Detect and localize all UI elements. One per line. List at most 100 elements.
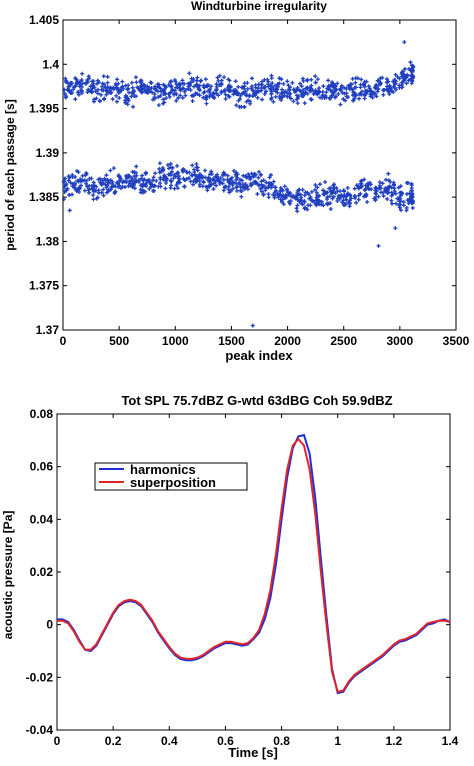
scatter-point bbox=[197, 88, 202, 93]
y-tick-label: 0 bbox=[46, 618, 53, 632]
scatter-point bbox=[84, 80, 89, 85]
scatter-point bbox=[243, 186, 248, 191]
scatter-point bbox=[201, 95, 206, 100]
scatter-point bbox=[75, 81, 80, 86]
scatter-point bbox=[229, 175, 234, 180]
scatter-point bbox=[117, 96, 122, 101]
scatter-point bbox=[243, 89, 248, 94]
scatter-point bbox=[190, 99, 195, 104]
scatter-point bbox=[64, 78, 69, 83]
scatter-point bbox=[110, 179, 115, 184]
scatter-point bbox=[187, 71, 192, 76]
scatter-point bbox=[234, 103, 239, 108]
scatter-point bbox=[264, 180, 269, 185]
scatter-point bbox=[326, 78, 331, 83]
scatter-point bbox=[278, 189, 283, 194]
scatter-point bbox=[214, 82, 219, 87]
scatter-point bbox=[271, 179, 276, 184]
scatter-point bbox=[372, 85, 377, 90]
scatter-point bbox=[280, 91, 285, 96]
scatter-point bbox=[73, 84, 78, 89]
scatter-point bbox=[385, 188, 390, 193]
scatter-point bbox=[342, 189, 347, 194]
line-chart: Tot SPL 75.7dBZ G-wtd 63dBG Coh 59.9dBZ … bbox=[1, 393, 459, 760]
y-tick-label: 0.06 bbox=[30, 460, 54, 474]
scatter-point bbox=[184, 177, 189, 182]
scatter-point bbox=[398, 202, 403, 207]
scatter-point bbox=[402, 72, 407, 77]
scatter-point bbox=[309, 77, 314, 82]
scatter-point bbox=[130, 91, 135, 96]
scatter-point bbox=[94, 184, 99, 189]
scatter-point bbox=[147, 88, 152, 93]
scatter-point bbox=[156, 95, 161, 100]
scatter-point bbox=[73, 187, 78, 192]
scatter-point bbox=[169, 84, 174, 89]
y-axis-label: period of each passage [s] bbox=[3, 99, 17, 250]
scatter-point bbox=[153, 84, 158, 89]
scatter-point bbox=[347, 87, 352, 92]
scatter-point bbox=[140, 184, 145, 189]
scatter-point bbox=[236, 84, 241, 89]
scatter-point bbox=[171, 176, 176, 181]
scatter-point bbox=[84, 172, 89, 177]
scatter-point bbox=[85, 184, 90, 189]
scatter-point bbox=[367, 180, 372, 185]
scatter-point bbox=[131, 183, 136, 188]
scatter-point bbox=[343, 194, 348, 199]
scatter-point bbox=[106, 187, 111, 192]
scatter-point bbox=[335, 199, 340, 204]
scatter-point bbox=[162, 87, 167, 92]
scatter-point bbox=[161, 177, 166, 182]
scatter-point bbox=[399, 83, 404, 88]
scatter-point bbox=[309, 197, 314, 202]
scatter-point bbox=[363, 92, 368, 97]
scatter-point bbox=[187, 176, 192, 181]
scatter-point bbox=[386, 171, 391, 176]
scatter-point bbox=[327, 95, 332, 100]
scatter-point bbox=[350, 76, 355, 81]
scatter-point bbox=[202, 85, 207, 90]
scatter-point bbox=[239, 85, 244, 90]
scatter-point bbox=[87, 76, 92, 81]
scatter-point bbox=[256, 182, 261, 187]
scatter-point bbox=[219, 81, 224, 86]
scatter-point bbox=[331, 81, 336, 86]
scatter-point bbox=[207, 94, 212, 99]
x-tick-label: 0 bbox=[54, 734, 61, 748]
scatter-point bbox=[174, 92, 179, 97]
scatter-point bbox=[282, 184, 287, 189]
scatter-point bbox=[104, 185, 109, 190]
scatter-point bbox=[328, 87, 333, 92]
scatter-point bbox=[129, 80, 134, 85]
scatter-point bbox=[324, 90, 329, 95]
scatter-point bbox=[97, 98, 102, 103]
scatter-point bbox=[209, 182, 214, 187]
scatter-point bbox=[73, 97, 78, 102]
scatter-point bbox=[301, 78, 306, 83]
scatter-point bbox=[266, 185, 271, 190]
scatter-point bbox=[88, 84, 93, 89]
scatter-point bbox=[370, 91, 375, 96]
scatter-point bbox=[333, 94, 338, 99]
scatter-point bbox=[199, 78, 204, 83]
scatter-point bbox=[348, 193, 353, 198]
scatter-point bbox=[313, 74, 318, 79]
scatter-point bbox=[100, 84, 105, 89]
scatter-point bbox=[267, 175, 272, 180]
scatter-point bbox=[76, 189, 81, 194]
scatter-point bbox=[101, 88, 106, 93]
scatter-point bbox=[219, 90, 224, 95]
scatter-point bbox=[104, 173, 109, 178]
scatter-point bbox=[294, 93, 299, 98]
scatter-point bbox=[294, 206, 299, 211]
scatter-point bbox=[275, 90, 280, 95]
scatter-point bbox=[331, 182, 336, 187]
scatter-point bbox=[406, 78, 411, 83]
scatter-point bbox=[302, 193, 307, 198]
scatter-point bbox=[175, 163, 180, 168]
scatter-point bbox=[362, 188, 367, 193]
scatter-point bbox=[127, 173, 132, 178]
scatter-point bbox=[359, 77, 364, 82]
scatter-point bbox=[130, 169, 135, 174]
